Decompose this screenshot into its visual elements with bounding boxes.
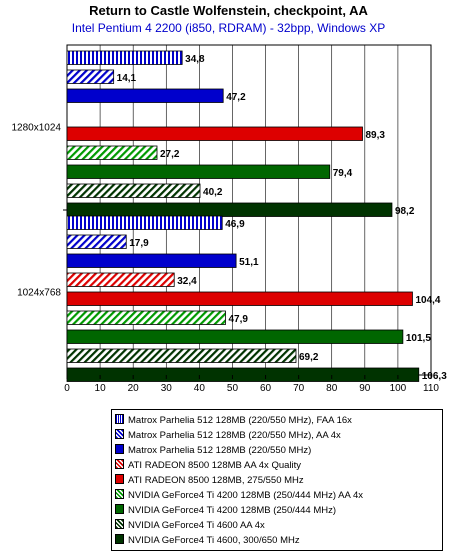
data-label: 47,9	[229, 314, 249, 325]
legend-label: NVIDIA GeForce4 Ti 4600 AA 4x	[128, 520, 265, 531]
bars-group: 34,8 14,1 47,2 89,3 27,2 79,4 40,2 98,2 46,9 17,9…	[66, 50, 447, 382]
bar	[66, 202, 393, 217]
legend-item: NVIDIA GeForce4 Ti 4600 AA 4x	[115, 519, 265, 533]
x-tick-label: 90	[359, 383, 371, 394]
bar	[66, 253, 237, 268]
legend-item: Matrox Parhelia 512 128MB (220/550 MHz)	[115, 444, 311, 458]
bar-chart: 34,8 14,1 47,2 89,3 27,2 79,4 40,2 98,2 46,9 17,9…	[12, 44, 447, 394]
bar	[66, 50, 183, 65]
legend-swatch	[115, 489, 124, 500]
data-label: 40,2	[203, 187, 223, 198]
x-tick-label: 60	[260, 383, 272, 394]
x-tick-label: 20	[128, 383, 140, 394]
bar	[66, 348, 297, 363]
legend-swatch	[115, 474, 124, 485]
bar	[66, 272, 175, 287]
data-label: 17,9	[129, 238, 149, 249]
x-tick-label: 100	[390, 383, 407, 394]
bar	[66, 183, 201, 198]
legend-label: Matrox Parhelia 512 128MB (220/550 MHz),…	[128, 430, 341, 441]
legend-label: ATI RADEON 8500 128MB, 275/550 MHz	[128, 475, 304, 486]
bar	[66, 367, 420, 382]
x-tick-label: 10	[95, 383, 107, 394]
chart-title: Return to Castle Wolfenstein, checkpoint…	[89, 3, 368, 18]
legend-item: NVIDIA GeForce4 Ti 4200 128MB (250/444 M…	[115, 489, 363, 503]
legend-swatch	[115, 429, 124, 440]
legend-item: ATI RADEON 8500 128MB, 275/550 MHz	[115, 474, 304, 488]
data-label: 32,4	[177, 276, 197, 287]
legend-swatch	[115, 519, 124, 530]
legend-label: NVIDIA GeForce4 Ti 4600, 300/650 MHz	[128, 535, 300, 546]
legend-swatch	[115, 504, 124, 515]
x-tick-label: 110	[423, 383, 439, 394]
data-label: 34,8	[185, 54, 205, 65]
legend-swatch	[115, 534, 124, 545]
x-tick-label: 30	[161, 383, 173, 394]
legend-label: Matrox Parhelia 512 128MB (220/550 MHz),…	[128, 415, 352, 426]
data-label: 98,2	[395, 206, 415, 217]
bar	[66, 215, 223, 230]
x-tick-label: 0	[64, 383, 70, 394]
legend-item: NVIDIA GeForce4 Ti 4600, 300/650 MHz	[115, 534, 300, 548]
data-label: 101,5	[406, 333, 431, 344]
bar	[66, 126, 363, 141]
bar	[66, 145, 158, 160]
bar	[66, 69, 115, 84]
bar	[66, 88, 224, 103]
legend-swatch	[115, 414, 124, 425]
x-tick-label: 80	[326, 383, 338, 394]
chart-legend: Matrox Parhelia 512 128MB (220/550 MHz),…	[111, 409, 443, 551]
category-label: 1024x768	[17, 288, 61, 299]
legend-item: ATI RADEON 8500 128MB AA 4x Quality	[115, 459, 301, 473]
data-label: 51,1	[239, 257, 259, 268]
x-tick-label: 40	[194, 383, 206, 394]
data-label: 106,3	[422, 371, 447, 382]
data-label: 14,1	[117, 73, 137, 84]
category-label: 1280x1024	[12, 123, 62, 134]
bar	[66, 291, 413, 306]
legend-swatch	[115, 459, 124, 470]
data-label: 69,2	[299, 352, 319, 363]
data-label: 47,2	[226, 92, 246, 103]
bar	[66, 310, 226, 325]
data-label: 79,4	[333, 168, 353, 179]
legend-item: NVIDIA GeForce4 Ti 4200 128MB (250/444 M…	[115, 504, 336, 518]
bar	[66, 329, 404, 344]
legend-label: ATI RADEON 8500 128MB AA 4x Quality	[128, 460, 302, 471]
x-tick-label: 70	[293, 383, 305, 394]
data-label: 27,2	[160, 149, 180, 160]
legend-label: NVIDIA GeForce4 Ti 4200 128MB (250/444 M…	[128, 505, 337, 516]
legend-label: Matrox Parhelia 512 128MB (220/550 MHz)	[128, 445, 312, 456]
data-label: 46,9	[225, 219, 245, 230]
y-axis: 1280x1024 1024x768	[12, 123, 62, 299]
legend-item: Matrox Parhelia 512 128MB (220/550 MHz),…	[115, 414, 352, 428]
legend-label: NVIDIA GeForce4 Ti 4200 128MB (250/444 M…	[128, 490, 363, 501]
legend-swatch	[115, 444, 124, 455]
bar	[66, 234, 127, 249]
x-tick-label: 50	[227, 383, 239, 394]
x-axis: 0 10 20 30 40 50 60 70 80 90 100 110	[63, 209, 439, 394]
bar	[66, 164, 331, 179]
data-label: 104,4	[415, 295, 440, 306]
legend-item: Matrox Parhelia 512 128MB (220/550 MHz),…	[115, 429, 341, 443]
data-label: 89,3	[366, 130, 386, 141]
chart-subtitle: Intel Pentium 4 2200 (i850, RDRAM) - 32b…	[71, 21, 386, 35]
